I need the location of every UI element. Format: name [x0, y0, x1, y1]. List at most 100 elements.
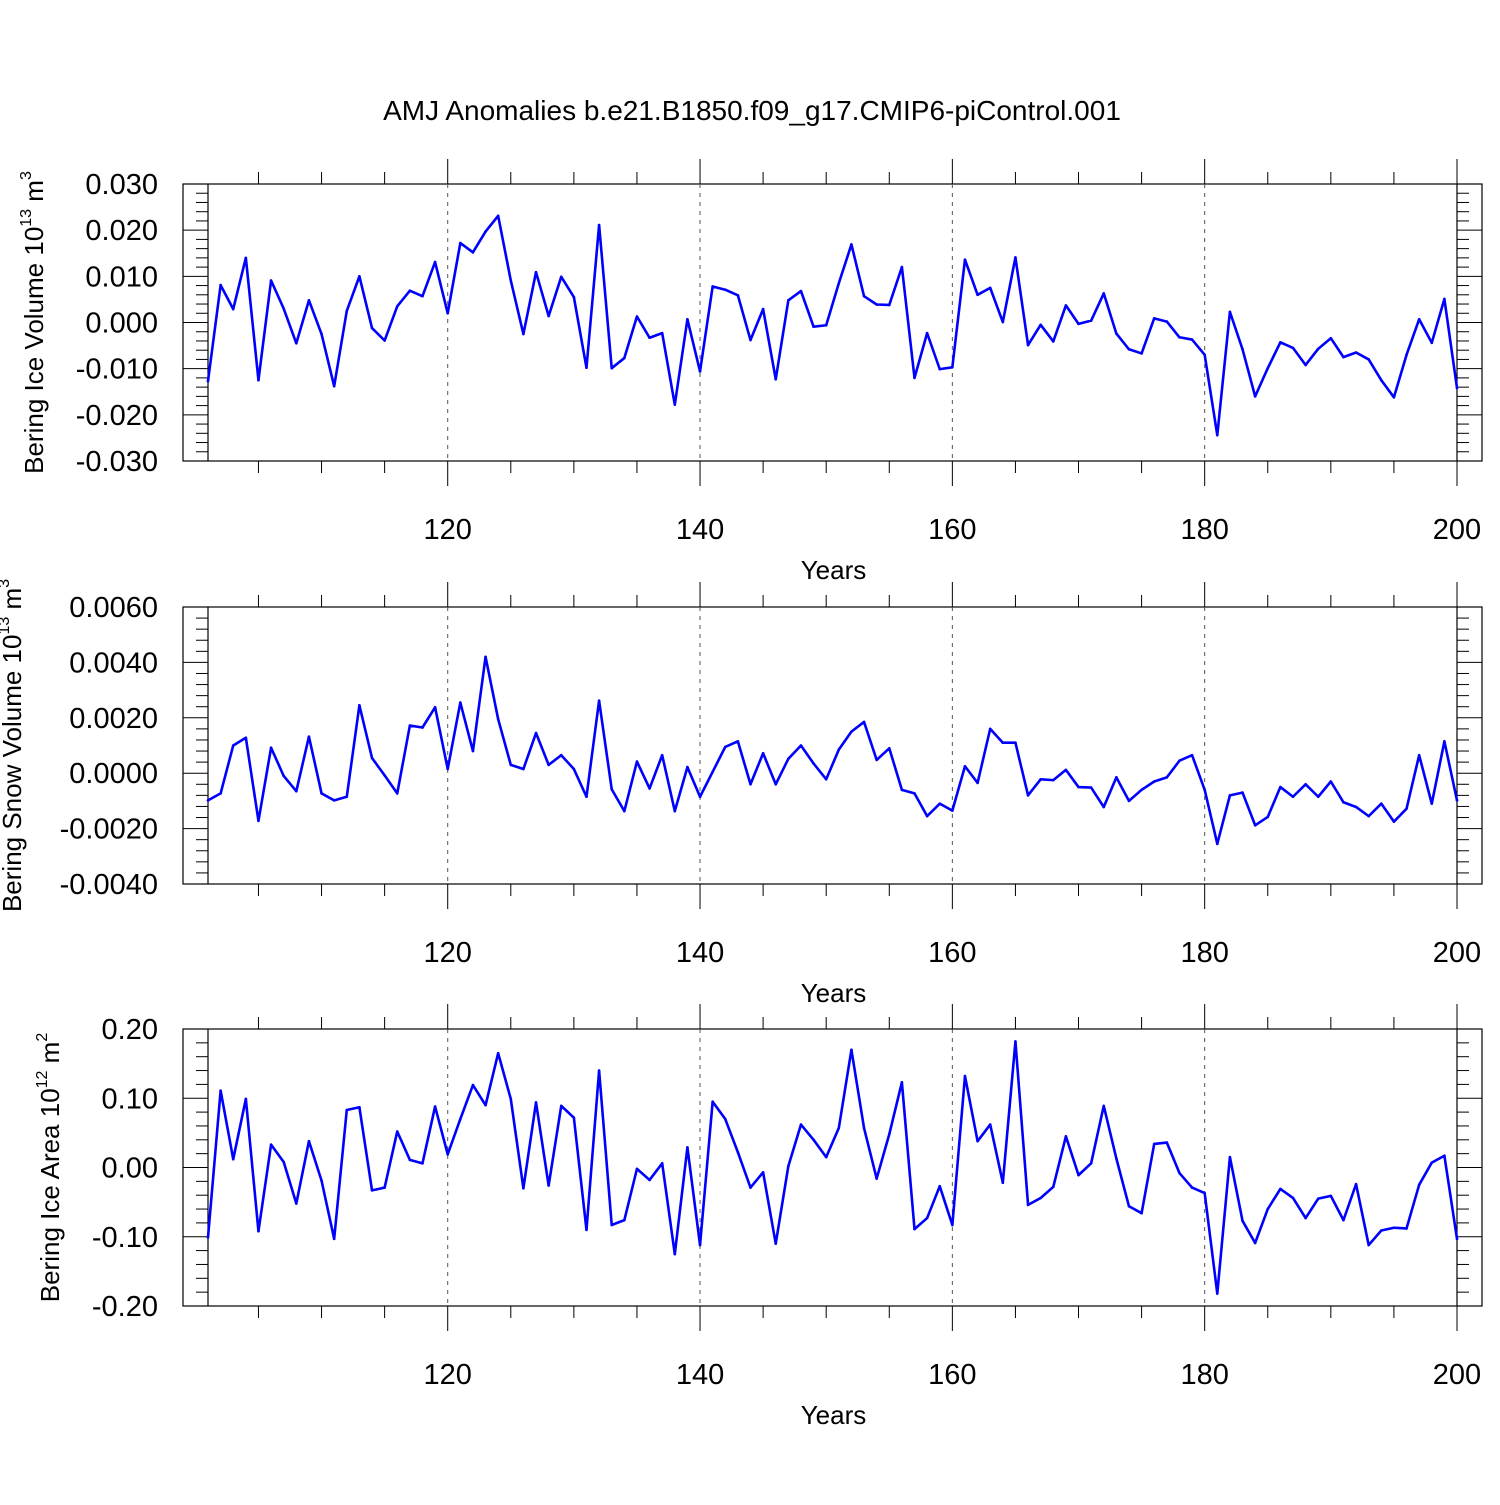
data-point: [1064, 1135, 1068, 1138]
x-tick-label: 120: [424, 1359, 472, 1391]
y-axis-title-part: Bering Snow Volume 10: [0, 635, 27, 913]
data-point: [307, 735, 311, 738]
panel-1: -0.030 -0.020 -0.010 0.000 0.010 0.020 0.030 12…: [18, 159, 1483, 585]
data-point: [913, 792, 916, 795]
data-point: [1203, 353, 1206, 357]
x-tick-label: 140: [676, 1359, 724, 1391]
data-point: [1266, 815, 1270, 819]
data-point: [522, 1186, 525, 1190]
data-point: [761, 307, 765, 311]
data-point: [395, 792, 399, 795]
data-point: [395, 1130, 399, 1133]
data-point: [345, 309, 349, 313]
data-point: [1178, 1171, 1181, 1175]
data-point: [951, 809, 954, 812]
x-tick-label: 140: [676, 937, 724, 969]
y-axis-title: Bering Ice Volume 1013 m3: [18, 171, 49, 474]
data-point: [1152, 780, 1156, 783]
data-point: [1077, 1173, 1080, 1177]
data-point: [1039, 323, 1042, 327]
y-tick-label: 0.10: [102, 1083, 158, 1115]
data-point: [1291, 1196, 1295, 1200]
data-point: [471, 749, 475, 753]
data-point: [623, 809, 626, 813]
data-point: [547, 314, 550, 318]
data-point: [1228, 794, 1232, 797]
data-point: [307, 299, 311, 302]
data-point: [332, 1237, 336, 1241]
data-point: [648, 336, 651, 340]
data-point: [320, 332, 323, 336]
data-point: [383, 1186, 386, 1189]
data-point: [484, 1103, 487, 1107]
data-point: [257, 378, 260, 382]
data-point: [1102, 1104, 1106, 1108]
x-tick-label: 200: [1433, 1359, 1481, 1391]
data-point: [244, 1097, 248, 1101]
data-point: [963, 258, 967, 262]
x-axis-title: Years: [801, 1400, 867, 1430]
data-point: [635, 1167, 639, 1171]
data-point: [219, 283, 222, 287]
data-point: [875, 1177, 878, 1180]
y-tick-label: 0.20: [102, 1014, 158, 1046]
data-point: [1165, 1141, 1169, 1144]
data-point: [282, 307, 285, 310]
data-point: [257, 819, 260, 823]
data-point: [686, 1146, 689, 1149]
data-point: [1367, 814, 1370, 818]
data-point: [1215, 433, 1219, 437]
data-point: [799, 289, 803, 293]
data-point: [1443, 297, 1446, 301]
data-point: [1291, 795, 1295, 799]
data-point: [1266, 1207, 1270, 1211]
data-point: [1279, 1187, 1282, 1191]
y-tick-label: 0.010: [85, 261, 158, 293]
data-point: [1102, 805, 1106, 809]
data-point: [698, 795, 702, 799]
data-point: [1380, 802, 1383, 805]
x-axis-title: Years: [801, 555, 867, 585]
data-point: [206, 799, 210, 802]
data-point: [1316, 347, 1320, 351]
data-point: [1127, 1204, 1131, 1208]
data-point: [1215, 1292, 1219, 1295]
y-tick-label: 0.00: [102, 1153, 158, 1185]
data-point: [660, 1162, 664, 1165]
data-point: [295, 789, 298, 793]
y-axis-title-part: Bering Ice Volume 10: [19, 227, 49, 474]
data-point: [320, 792, 323, 795]
data-point: [522, 332, 525, 336]
data-point: [723, 288, 727, 292]
data-point: [459, 241, 462, 245]
data-point: [522, 767, 525, 771]
data-point: [1064, 304, 1068, 307]
data-point: [749, 782, 752, 786]
x-axis-title: Years: [801, 978, 867, 1008]
data-point: [824, 1155, 828, 1159]
data-point: [1203, 1191, 1206, 1195]
data-point: [824, 777, 828, 781]
data-point: [269, 1143, 273, 1146]
data-point: [887, 303, 891, 307]
data-point: [1190, 1186, 1194, 1189]
data-point: [1140, 788, 1143, 792]
data-point: [383, 774, 386, 777]
data-point: [244, 736, 248, 740]
data-point: [547, 1184, 550, 1187]
data-point: [1001, 741, 1005, 745]
data-point: [1316, 1197, 1320, 1200]
data-point: [1140, 352, 1143, 355]
data-point: [1026, 794, 1030, 797]
data-point: [862, 1126, 866, 1130]
data-point: [534, 1101, 538, 1104]
data-point: [597, 223, 601, 227]
data-point: [1304, 363, 1307, 367]
data-point: [295, 341, 298, 345]
data-point: [1455, 386, 1459, 390]
data-point: [925, 331, 929, 335]
data-point: [597, 1069, 601, 1072]
data-point: [1455, 1237, 1459, 1241]
data-point: [1152, 1142, 1156, 1146]
data-point: [749, 338, 752, 342]
